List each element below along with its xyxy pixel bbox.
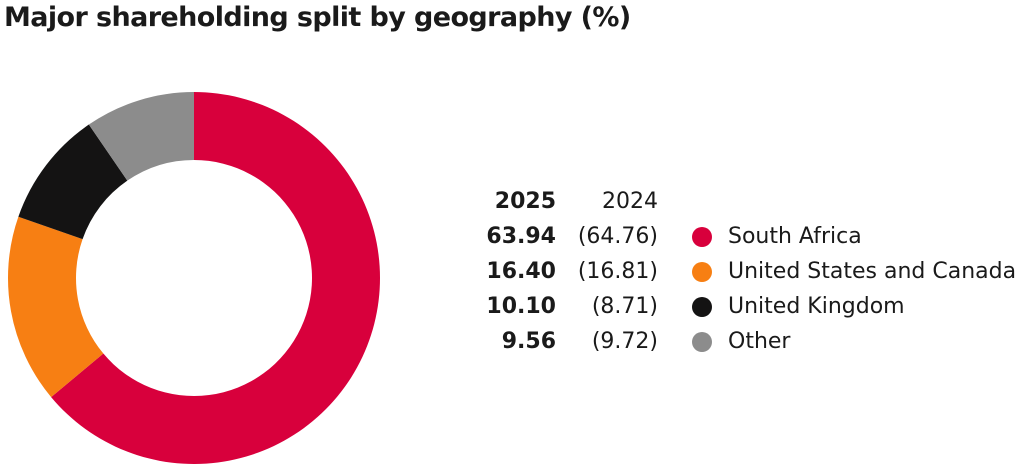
legend-header-row: 2025 2024 bbox=[480, 184, 1016, 219]
legend-value-previous: (9.72) bbox=[591, 329, 658, 354]
legend-value-previous: (64.76) bbox=[577, 224, 658, 249]
donut-slice-united-states-and-canada bbox=[7, 216, 104, 398]
legend-swatch-united-states-and-canada bbox=[692, 261, 712, 282]
donut-slice-south-africa bbox=[51, 92, 380, 465]
donut-slice-other bbox=[88, 92, 194, 181]
legend-value-current: 63.94 bbox=[486, 224, 556, 249]
legend-row-united-states-and-canada: 16.40 (16.81) United States and Canada bbox=[480, 254, 1016, 289]
legend-row-other: 9.56 (9.72) Other bbox=[480, 324, 1016, 359]
legend-label-united-kingdom: United Kingdom bbox=[728, 294, 905, 319]
legend-swatch-other bbox=[692, 331, 712, 352]
donut-chart bbox=[7, 92, 380, 465]
chart-title: Major shareholding split by geography (%… bbox=[4, 2, 631, 33]
legend-value-current: 9.56 bbox=[501, 329, 556, 354]
donut-slice-united-kingdom bbox=[18, 124, 128, 240]
legend-label-other: Other bbox=[728, 329, 791, 354]
legend-header-current-year: 2025 bbox=[494, 189, 556, 214]
legend: 2025 2024 63.94 (64.76) South Africa 16.… bbox=[480, 184, 1016, 359]
legend-swatch-south-africa bbox=[692, 226, 712, 247]
legend-row-south-africa: 63.94 (64.76) South Africa bbox=[480, 219, 1016, 254]
legend-swatch-united-kingdom bbox=[692, 296, 712, 317]
legend-value-previous: (16.81) bbox=[577, 259, 658, 284]
legend-label-south-africa: South Africa bbox=[728, 224, 862, 249]
legend-value-current: 16.40 bbox=[486, 259, 556, 284]
legend-row-united-kingdom: 10.10 (8.71) United Kingdom bbox=[480, 289, 1016, 324]
legend-value-previous: (8.71) bbox=[591, 294, 658, 319]
legend-label-united-states-and-canada: United States and Canada bbox=[728, 259, 1017, 284]
legend-header-previous-year: 2024 bbox=[602, 189, 658, 214]
legend-value-current: 10.10 bbox=[486, 294, 556, 319]
